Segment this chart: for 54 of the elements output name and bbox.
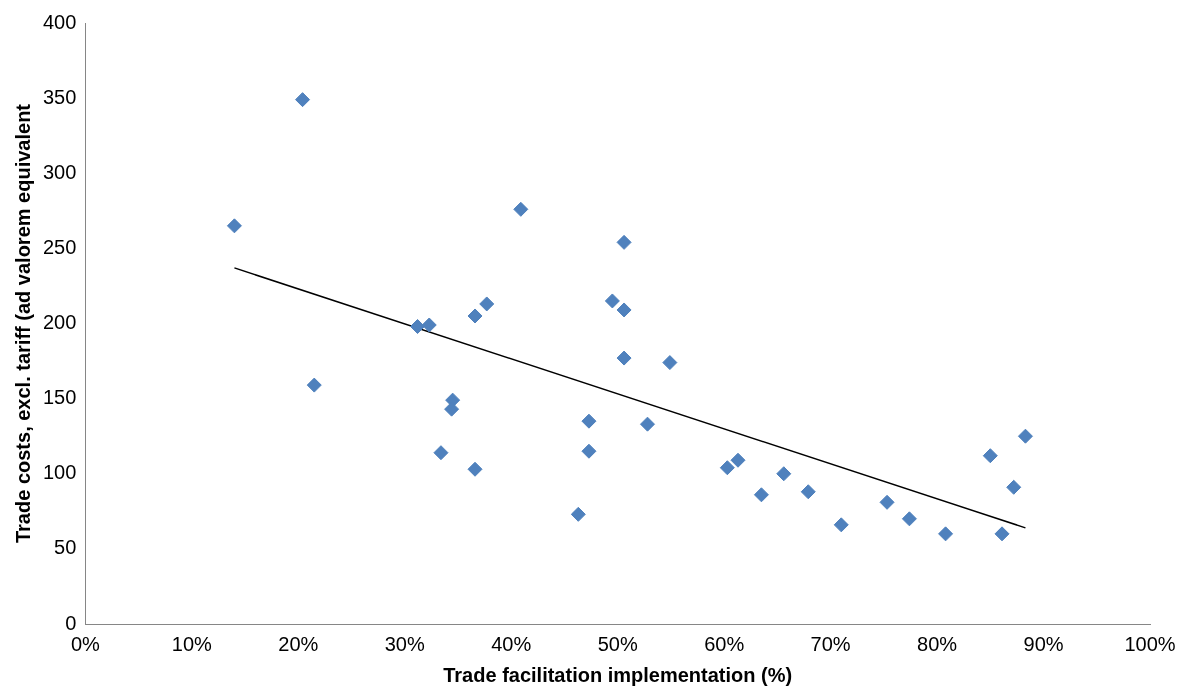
y-tick-label: 50 — [54, 536, 77, 559]
point — [1006, 479, 1022, 495]
x-tick-label: 70% — [810, 632, 851, 655]
y-tick-label: 150 — [42, 386, 77, 409]
y-tick-label: 250 — [42, 235, 77, 258]
x-tick-label: 60% — [704, 632, 745, 655]
x-tick-label: 40% — [491, 632, 532, 655]
y-tick-label: 0 — [65, 611, 77, 634]
x-tick-label: 30% — [384, 632, 425, 655]
y-tick-label: 300 — [42, 160, 77, 183]
point — [616, 302, 632, 318]
y-tick-label: 350 — [42, 85, 77, 108]
point — [306, 377, 322, 393]
x-tick-label: 100% — [1124, 632, 1176, 655]
x-tick-label: 80% — [917, 632, 958, 655]
point — [581, 443, 597, 459]
y-tick-label: 100 — [42, 461, 77, 484]
point — [1017, 428, 1033, 444]
point — [604, 293, 620, 309]
x-tick-label: 90% — [1023, 632, 1064, 655]
x-tick-label: 0% — [70, 632, 101, 655]
point — [295, 92, 311, 108]
point — [467, 308, 483, 324]
x-tick-label: 20% — [278, 632, 319, 655]
x-tick-label: 50% — [597, 632, 638, 655]
point — [879, 494, 895, 510]
point — [730, 452, 746, 468]
point — [479, 296, 495, 312]
point — [982, 448, 998, 464]
point — [410, 319, 426, 335]
point — [616, 234, 632, 250]
point — [938, 526, 954, 542]
point — [513, 201, 529, 217]
x-axis-title: Trade facilitation implementation (%) — [443, 663, 793, 686]
point — [570, 506, 586, 522]
point — [753, 487, 769, 503]
point — [719, 460, 735, 476]
point — [226, 218, 242, 234]
point — [581, 413, 597, 429]
point — [994, 526, 1010, 542]
point — [833, 517, 849, 533]
point — [901, 511, 917, 527]
x-tick-label: 10% — [171, 632, 213, 655]
point — [433, 445, 449, 461]
y-tick-label: 200 — [42, 311, 77, 334]
y-tick-label: 400 — [42, 10, 77, 33]
point — [616, 350, 632, 366]
point — [776, 466, 792, 482]
y-axis-title: Trade costs, excl. tariff (ad valorem equivalent — [11, 103, 34, 544]
point — [800, 484, 816, 500]
point — [421, 317, 437, 333]
point — [662, 355, 678, 371]
point — [467, 461, 483, 477]
point — [639, 416, 655, 432]
